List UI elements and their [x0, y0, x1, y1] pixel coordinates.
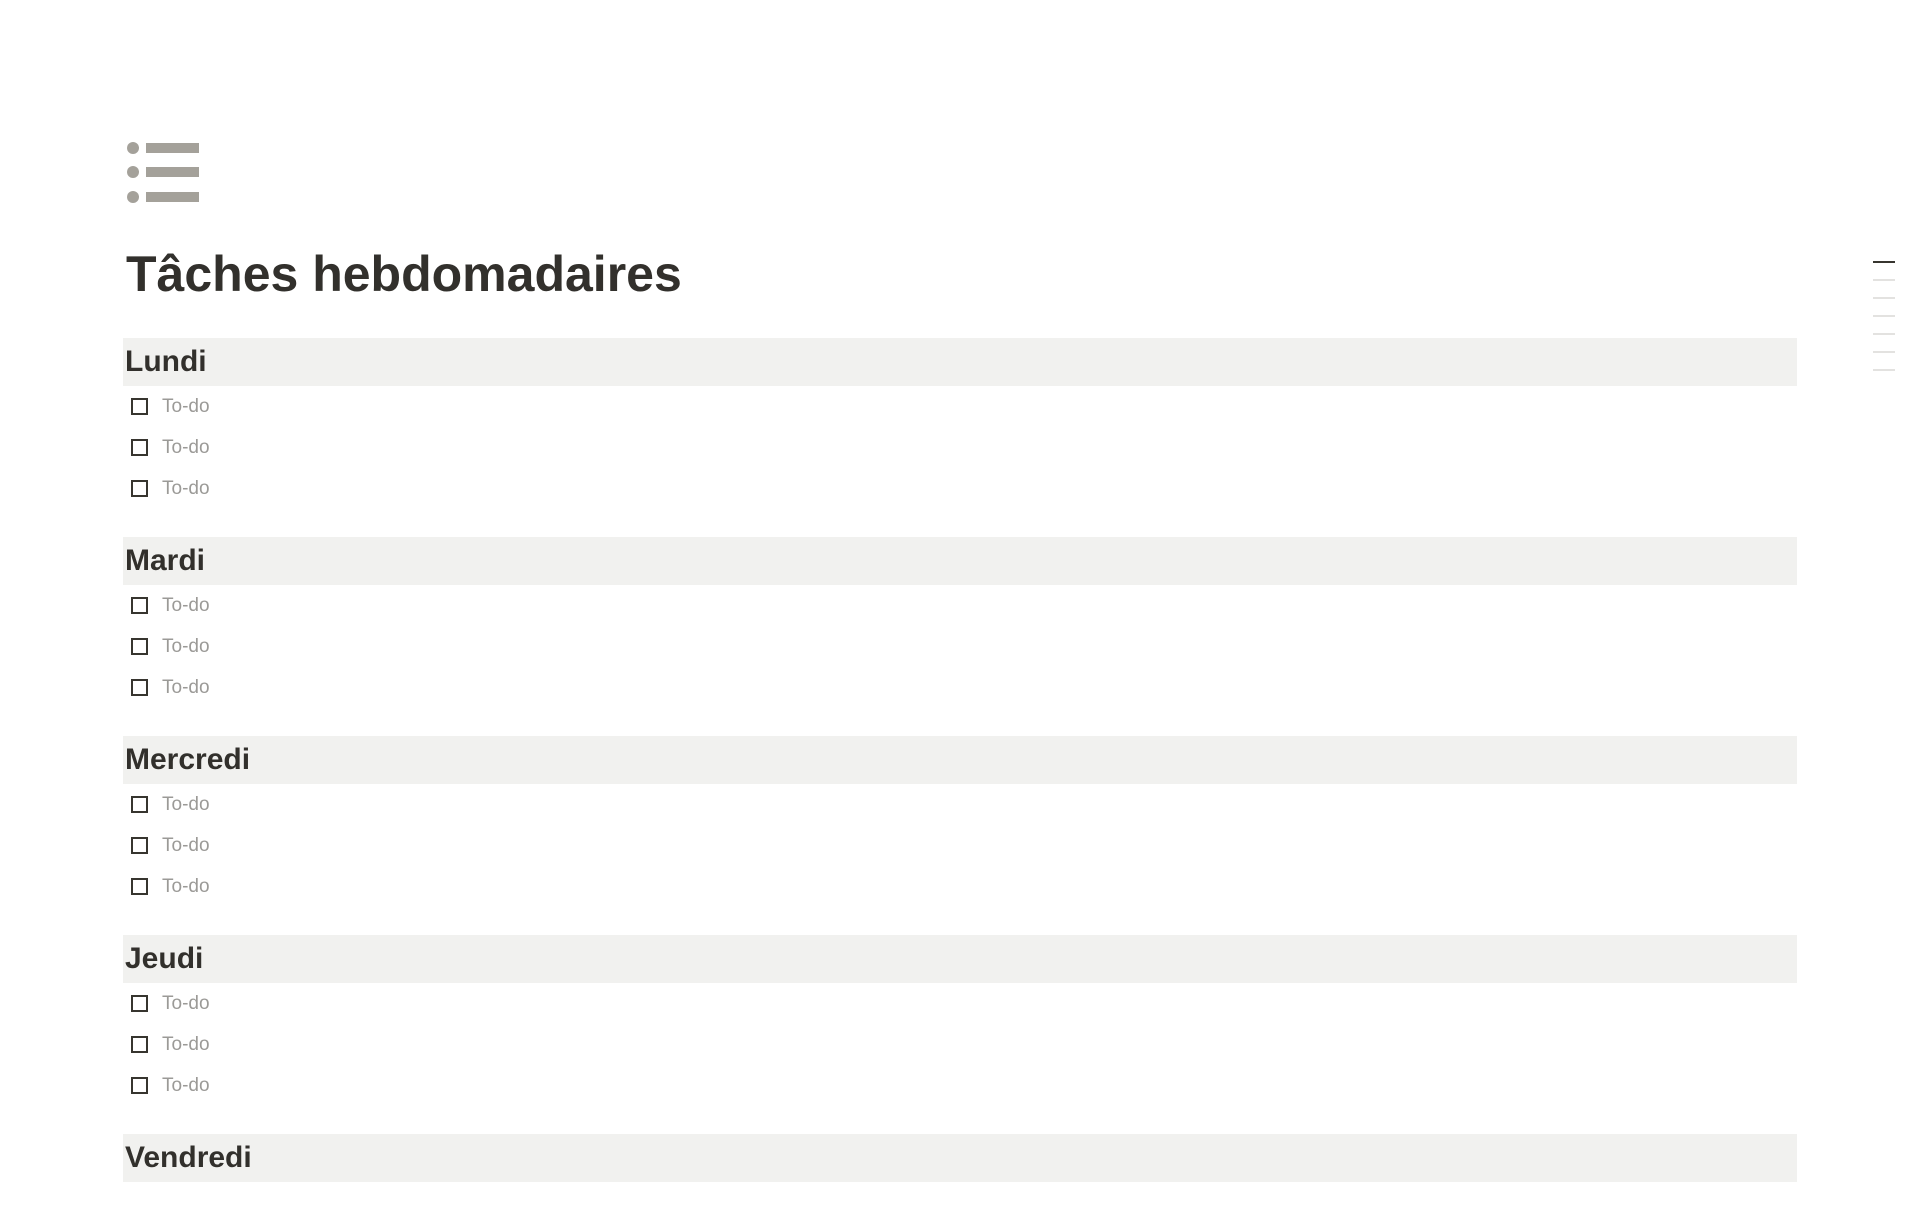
section-heading[interactable]: Lundi: [123, 338, 1797, 386]
checkbox[interactable]: [131, 796, 148, 813]
todo-text[interactable]: To-do: [162, 594, 210, 616]
section-heading[interactable]: Jeudi: [123, 935, 1797, 983]
bar: [146, 167, 199, 177]
checkbox[interactable]: [131, 638, 148, 655]
todo-text[interactable]: To-do: [162, 436, 210, 458]
checkbox[interactable]: [131, 1036, 148, 1053]
todo-text[interactable]: To-do: [162, 676, 210, 698]
page-title[interactable]: Tâches hebdomadaires: [126, 246, 682, 302]
bulleted-list-icon[interactable]: [127, 136, 199, 206]
section-heading[interactable]: Mercredi: [123, 736, 1797, 784]
todo-text[interactable]: To-do: [162, 477, 210, 499]
section-mercredi: Mercredi To-do To-do To-do: [123, 736, 1797, 907]
outline-entry[interactable]: [1873, 369, 1895, 371]
section-heading[interactable]: Mardi: [123, 537, 1797, 585]
checkbox[interactable]: [131, 439, 148, 456]
section-jeudi: Jeudi To-do To-do To-do: [123, 935, 1797, 1106]
section-vendredi: Vendredi: [123, 1134, 1797, 1182]
bar: [146, 192, 199, 202]
todo-item: To-do: [123, 866, 1797, 907]
section-heading[interactable]: Vendredi: [123, 1134, 1797, 1182]
todo-item: To-do: [123, 667, 1797, 708]
dot: [127, 191, 139, 203]
checkbox[interactable]: [131, 878, 148, 895]
todo-item: To-do: [123, 784, 1797, 825]
dot: [127, 142, 139, 154]
page-content: Lundi To-do To-do To-do Mardi To-do To-do To-do…: [123, 338, 1797, 1210]
todo-text[interactable]: To-do: [162, 875, 210, 897]
checkbox[interactable]: [131, 1077, 148, 1094]
outline-entry[interactable]: [1873, 333, 1895, 335]
outline-entry[interactable]: [1873, 297, 1895, 299]
bar: [146, 143, 199, 153]
todo-item: To-do: [123, 983, 1797, 1024]
todo-text[interactable]: To-do: [162, 793, 210, 815]
checkbox[interactable]: [131, 995, 148, 1012]
outline-entry[interactable]: [1873, 315, 1895, 317]
todo-text[interactable]: To-do: [162, 834, 210, 856]
todo-item: To-do: [123, 386, 1797, 427]
todo-item: To-do: [123, 825, 1797, 866]
outline-entry[interactable]: [1873, 261, 1895, 263]
todo-item: To-do: [123, 1024, 1797, 1065]
todo-item: To-do: [123, 1065, 1797, 1106]
checkbox[interactable]: [131, 480, 148, 497]
todo-item: To-do: [123, 585, 1797, 626]
checkbox[interactable]: [131, 837, 148, 854]
todo-item: To-do: [123, 427, 1797, 468]
todo-text[interactable]: To-do: [162, 992, 210, 1014]
table-of-contents-outline[interactable]: [1873, 261, 1895, 387]
outline-entry[interactable]: [1873, 351, 1895, 353]
dot: [127, 166, 139, 178]
todo-text[interactable]: To-do: [162, 1074, 210, 1096]
section-lundi: Lundi To-do To-do To-do: [123, 338, 1797, 509]
outline-entry[interactable]: [1873, 279, 1895, 281]
todo-item: To-do: [123, 626, 1797, 667]
checkbox[interactable]: [131, 597, 148, 614]
section-mardi: Mardi To-do To-do To-do: [123, 537, 1797, 708]
todo-text[interactable]: To-do: [162, 635, 210, 657]
todo-text[interactable]: To-do: [162, 1033, 210, 1055]
checkbox[interactable]: [131, 679, 148, 696]
todo-item: To-do: [123, 468, 1797, 509]
todo-text[interactable]: To-do: [162, 395, 210, 417]
checkbox[interactable]: [131, 398, 148, 415]
